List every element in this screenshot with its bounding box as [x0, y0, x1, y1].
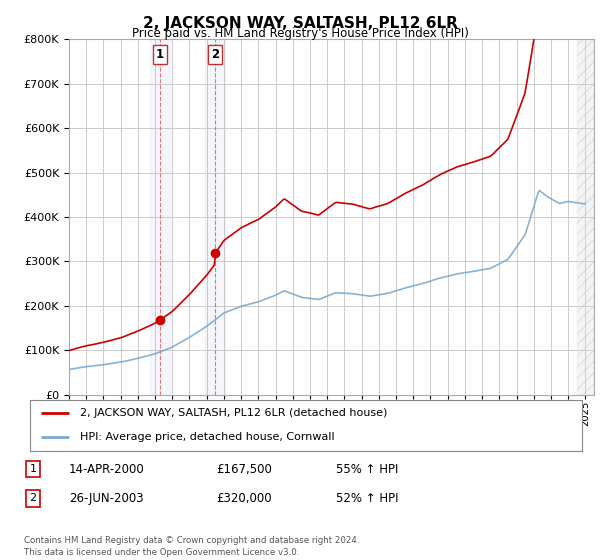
Text: 55% ↑ HPI: 55% ↑ HPI: [336, 463, 398, 476]
Text: 52% ↑ HPI: 52% ↑ HPI: [336, 492, 398, 505]
Text: £320,000: £320,000: [216, 492, 272, 505]
Text: HPI: Average price, detached house, Cornwall: HPI: Average price, detached house, Corn…: [80, 432, 334, 442]
Bar: [205, 39, 226, 395]
Text: 1: 1: [29, 464, 37, 474]
Text: 2, JACKSON WAY, SALTASH, PL12 6LR (detached house): 2, JACKSON WAY, SALTASH, PL12 6LR (detac…: [80, 408, 387, 418]
Text: Price paid vs. HM Land Registry's House Price Index (HPI): Price paid vs. HM Land Registry's House …: [131, 27, 469, 40]
Text: 2, JACKSON WAY, SALTASH, PL12 6LR: 2, JACKSON WAY, SALTASH, PL12 6LR: [143, 16, 457, 31]
Text: Contains HM Land Registry data © Crown copyright and database right 2024.
This d: Contains HM Land Registry data © Crown c…: [24, 536, 359, 557]
Text: 2: 2: [211, 48, 219, 61]
Text: 26-JUN-2003: 26-JUN-2003: [69, 492, 143, 505]
Text: £167,500: £167,500: [216, 463, 272, 476]
Bar: [150, 39, 170, 395]
Text: 14-APR-2000: 14-APR-2000: [69, 463, 145, 476]
Text: 1: 1: [156, 48, 164, 61]
Text: 2: 2: [29, 493, 37, 503]
